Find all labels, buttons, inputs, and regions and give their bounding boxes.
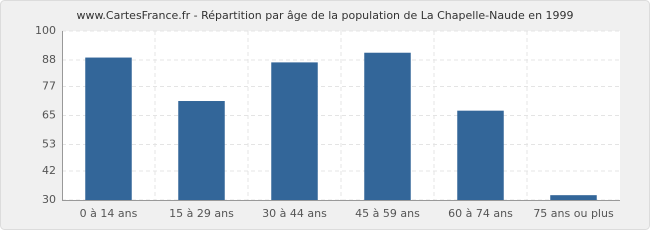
chart-title: www.CartesFrance.fr - Répartition par âg… — [76, 9, 573, 22]
x-tick-label: 30 à 44 ans — [262, 207, 327, 220]
y-tick-label: 30 — [42, 193, 56, 206]
y-tick-label: 77 — [42, 80, 56, 93]
bar — [178, 101, 225, 200]
bar — [457, 110, 504, 200]
chart: www.CartesFrance.fr - Répartition par âg… — [0, 0, 650, 230]
x-tick-label: 60 à 74 ans — [448, 207, 513, 220]
x-tick-label: 0 à 14 ans — [80, 207, 138, 220]
y-tick-label: 53 — [42, 137, 56, 150]
bar — [271, 62, 318, 201]
x-tick-label: 75 ans ou plus — [533, 207, 614, 220]
y-tick-label: 100 — [35, 24, 56, 37]
bar — [85, 57, 132, 200]
bar — [550, 195, 597, 200]
y-tick-label: 88 — [42, 53, 56, 66]
y-tick-label: 42 — [42, 164, 56, 177]
y-tick-label: 65 — [42, 109, 56, 122]
x-tick-label: 45 à 59 ans — [355, 207, 420, 220]
x-tick-label: 15 à 29 ans — [169, 207, 234, 220]
bar — [364, 52, 411, 200]
